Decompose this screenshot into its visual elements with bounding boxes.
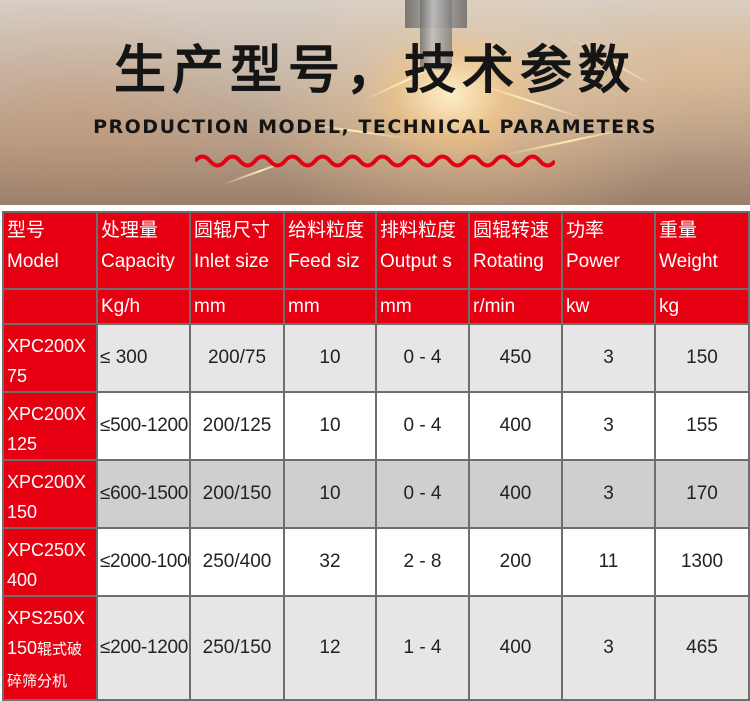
unit-cell	[2, 288, 98, 325]
unit-cell: mm	[283, 288, 377, 325]
table-row: XPC200X 150 ≤600-1500 200/150 10 0 - 4 40…	[2, 459, 750, 529]
model-cell: XPC200X 150	[2, 459, 98, 529]
page-title-en: PRODUCTION MODEL, TECHNICAL PARAMETERS	[93, 116, 657, 138]
feed-cell: 32	[283, 527, 377, 597]
capacity-cell: ≤ 300	[96, 323, 191, 393]
model-cell: XPC250X 400	[2, 527, 98, 597]
inlet-cell: 200/125	[189, 391, 285, 461]
header-power: 功率 Power	[561, 211, 656, 290]
unit-cell: r/min	[468, 288, 563, 325]
header-model: 型号 Model	[2, 211, 98, 290]
inlet-cell: 250/150	[189, 595, 285, 701]
weight-cell: 1300	[654, 527, 750, 597]
unit-cell: mm	[189, 288, 285, 325]
power-cell: 3	[561, 391, 656, 461]
power-cell: 3	[561, 595, 656, 701]
banner: 生产型号，技术参数 PRODUCTION MODEL, TECHNICAL PA…	[0, 0, 750, 205]
model-cell: XPC200X 125	[2, 391, 98, 461]
spec-table: 型号 Model 处理量 Capacity 圆辊尺寸 Inlet size 给料粒度 F…	[2, 211, 750, 701]
weight-cell: 155	[654, 391, 750, 461]
model-cell: XPS250X 150辊式破碎筛分机	[2, 595, 98, 701]
unit-cell: kw	[561, 288, 656, 325]
feed-cell: 12	[283, 595, 377, 701]
model-cell: XPC200X 75	[2, 323, 98, 393]
wave-divider	[195, 154, 555, 168]
rotating-cell: 400	[468, 391, 563, 461]
table-row: XPC200X 75 ≤ 300 200/75 10 0 - 4 450 3 15…	[2, 323, 750, 393]
capacity-cell: ≤600-1500	[96, 459, 191, 529]
page-title-cn: 生产型号，技术参数	[113, 41, 636, 101]
weight-cell: 170	[654, 459, 750, 529]
unit-cell: mm	[375, 288, 470, 325]
header-output-size: 排料粒度 Output s	[375, 211, 470, 290]
header-inlet-size: 圆辊尺寸 Inlet size	[189, 211, 285, 290]
table-row: XPC200X 125 ≤500-1200 200/125 10 0 - 4 40…	[2, 391, 750, 461]
power-cell: 3	[561, 323, 656, 393]
inlet-cell: 250/400	[189, 527, 285, 597]
output-cell: 0 - 4	[375, 323, 470, 393]
rotating-cell: 200	[468, 527, 563, 597]
weight-cell: 465	[654, 595, 750, 701]
table-row: XPS250X 150辊式破碎筛分机 ≤200-1200 250/150 12 1…	[2, 595, 750, 701]
power-cell: 11	[561, 527, 656, 597]
feed-cell: 10	[283, 391, 377, 461]
feed-cell: 10	[283, 459, 377, 529]
header-feed-size: 给料粒度 Feed siz	[283, 211, 377, 290]
header-rotating: 圆辊转速 Rotating	[468, 211, 563, 290]
weight-cell: 150	[654, 323, 750, 393]
output-cell: 2 - 8	[375, 527, 470, 597]
units-row: Kg/h mm mm mm r/min kw kg	[2, 288, 750, 325]
output-cell: 0 - 4	[375, 391, 470, 461]
capacity-cell: ≤500-1200	[96, 391, 191, 461]
power-cell: 3	[561, 459, 656, 529]
inlet-cell: 200/75	[189, 323, 285, 393]
header-capacity: 处理量 Capacity	[96, 211, 191, 290]
inlet-cell: 200/150	[189, 459, 285, 529]
table-header-row: 型号 Model 处理量 Capacity 圆辊尺寸 Inlet size 给料粒度 F…	[2, 211, 750, 290]
output-cell: 0 - 4	[375, 459, 470, 529]
cutting-torch	[420, 0, 452, 70]
unit-cell: kg	[654, 288, 750, 325]
header-weight: 重量 Weight	[654, 211, 750, 290]
capacity-cell: ≤2000-10000	[96, 527, 191, 597]
rotating-cell: 400	[468, 459, 563, 529]
unit-cell: Kg/h	[96, 288, 191, 325]
rotating-cell: 400	[468, 595, 563, 701]
capacity-cell: ≤200-1200	[96, 595, 191, 701]
output-cell: 1 - 4	[375, 595, 470, 701]
rotating-cell: 450	[468, 323, 563, 393]
feed-cell: 10	[283, 323, 377, 393]
